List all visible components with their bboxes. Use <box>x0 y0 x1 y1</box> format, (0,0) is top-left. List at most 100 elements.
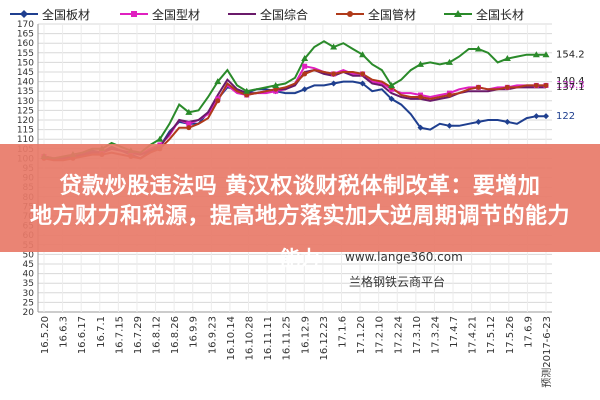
point <box>417 60 424 67</box>
point <box>359 51 367 58</box>
point <box>475 118 482 125</box>
point <box>474 45 482 52</box>
point <box>417 124 424 131</box>
point <box>302 71 308 77</box>
point <box>533 113 540 120</box>
point <box>244 92 250 98</box>
x-tick-label: 16.11.25 <box>282 316 293 361</box>
legend-label: 全国型材 <box>152 7 201 22</box>
headline-banner: 贷款炒股违法吗 黄汉权谈财税体制改革：要增加 地方财力和税源，提高地方落实加大逆… <box>0 144 600 252</box>
x-tick-label: 17.2.10 <box>375 316 386 354</box>
x-tick-label: 16.6.17 <box>77 316 88 354</box>
y-tick-label: 165 <box>17 30 34 40</box>
x-tick-label: 17.1.6 <box>337 316 348 348</box>
y-tick-label: 35 <box>23 279 34 289</box>
x-tick-label: 16.11.11 <box>263 316 274 361</box>
y-tick-label: 40 <box>23 270 35 280</box>
x-tick-label: 16.12.9 <box>300 316 311 354</box>
x-tick-label: 16.8.12 <box>152 316 163 354</box>
point <box>243 87 251 94</box>
headline-line-3: 能力 <box>280 246 320 270</box>
x-tick-label: 16.9.23 <box>207 316 218 354</box>
y-tick-label: 150 <box>17 58 34 68</box>
point <box>445 58 453 65</box>
y-tick-label: 155 <box>17 49 34 59</box>
y-tick-label: 50 <box>23 250 35 260</box>
y-tick-label: 135 <box>17 87 34 97</box>
x-tick-label: 16.5.20 <box>40 316 51 354</box>
legend-label: 全国管材 <box>368 7 417 22</box>
point <box>446 122 453 129</box>
x-tick-label: 16.7.29 <box>133 316 144 354</box>
end-label: 122 <box>556 111 575 122</box>
x-tick-label: 17.5.26 <box>505 316 516 354</box>
end-label: 154.2 <box>556 49 585 60</box>
chart-legend: 全国板材 全国型材 全国综合 全国管材 全国长材 <box>0 4 600 24</box>
y-tick-label: 25 <box>23 298 34 308</box>
y-tick-label: 130 <box>17 97 34 107</box>
point <box>301 55 309 62</box>
end-label: 140.4 <box>556 76 585 87</box>
headline-line-2: 地方财力和税源，提高地方落实加大逆周期调节的能力 <box>29 204 570 229</box>
y-tick-label: 170 <box>17 20 34 30</box>
x-tick-label: 16.8.26 <box>170 316 181 354</box>
end-label: 137.1 <box>556 82 585 93</box>
y-tick-label: 115 <box>17 126 34 136</box>
x-tick-label: 16.6.3 <box>59 316 70 348</box>
x-tick-label: 17.4.7 <box>449 316 460 348</box>
legend-item: 全国型材 <box>120 4 200 24</box>
point <box>543 113 549 120</box>
x-tick-label: 17.3.10 <box>412 316 423 354</box>
y-tick-label: 45 <box>23 260 34 270</box>
x-tick-label: 16.7.1 <box>96 316 107 348</box>
legend-item: 全国管材 <box>336 4 416 24</box>
point <box>388 95 395 102</box>
series-line <box>43 40 546 160</box>
watermark-name: 兰格钢铁云商平台 <box>349 275 446 289</box>
y-tick-label: 145 <box>17 68 34 78</box>
x-tick-label: 17.1.20 <box>356 316 367 354</box>
legend-item: 全国长材 <box>444 4 524 24</box>
y-tick-label: 140 <box>17 78 34 88</box>
y-tick-label: 160 <box>17 39 34 49</box>
x-tick-label: 16.7.15 <box>114 316 125 354</box>
point <box>475 84 481 90</box>
end-label: 138.3 <box>556 80 585 91</box>
point <box>214 78 222 85</box>
y-tick-label: 20 <box>23 308 35 318</box>
point <box>186 125 192 131</box>
point <box>302 63 308 69</box>
y-tick-label: 110 <box>17 135 34 145</box>
x-tick-label: 16.10.28 <box>245 316 256 361</box>
point <box>418 94 423 100</box>
legend-item: 全国综合 <box>228 4 308 24</box>
x-tick-label: 17.6.9 <box>523 316 534 348</box>
legend-label: 全国板材 <box>42 7 91 22</box>
watermark-url: www.lange360.com <box>345 250 463 264</box>
legend-label: 全国长材 <box>476 7 525 22</box>
x-tick-label: 17.4.21 <box>468 316 479 354</box>
point <box>330 80 337 87</box>
point <box>186 121 192 127</box>
point <box>533 82 539 88</box>
point <box>542 51 550 58</box>
legend-item: 全国板材 <box>10 4 90 24</box>
point <box>503 55 511 62</box>
y-tick-label: 120 <box>17 116 34 126</box>
x-tick-label: 预测2017-6-23 <box>540 316 553 388</box>
point <box>388 81 396 88</box>
x-tick-label: 17.2.24 <box>393 316 404 354</box>
point <box>273 86 279 92</box>
point <box>156 135 164 142</box>
point <box>359 80 366 87</box>
point <box>504 118 511 125</box>
point <box>504 84 510 90</box>
x-axis-ticks: 16.5.20 16.6.3 16.6.17 16.7.1 16.7.15 16.7.29… <box>40 316 553 388</box>
point <box>532 51 540 58</box>
point <box>272 81 280 88</box>
point <box>330 43 338 50</box>
headline-line-1: 贷款炒股违法吗 黄汉权谈财税体制改革：要增加 <box>59 174 541 199</box>
x-tick-label: 16.12.23 <box>319 316 330 361</box>
point <box>331 71 337 77</box>
